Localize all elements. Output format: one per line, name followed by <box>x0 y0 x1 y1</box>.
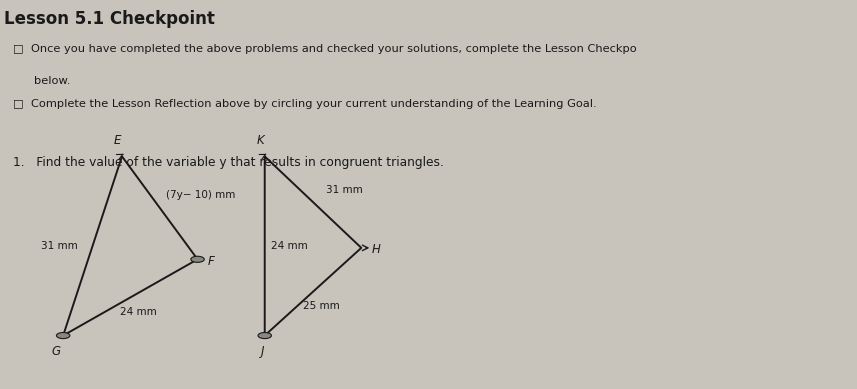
Text: 24 mm: 24 mm <box>120 307 157 317</box>
Text: 24 mm: 24 mm <box>271 241 308 251</box>
Text: □  Complete the Lesson Reflection above by circling your current understanding o: □ Complete the Lesson Reflection above b… <box>13 99 596 109</box>
Text: 31 mm: 31 mm <box>326 185 363 195</box>
Text: J: J <box>261 345 265 358</box>
Text: F: F <box>207 255 214 268</box>
Text: K: K <box>256 134 265 147</box>
Text: (7y− 10) mm: (7y− 10) mm <box>166 190 236 200</box>
Text: Lesson 5.1 Checkpoint: Lesson 5.1 Checkpoint <box>4 10 215 28</box>
Text: below.: below. <box>33 76 70 86</box>
Text: 1.   Find the value of the variable y that results in congruent triangles.: 1. Find the value of the variable y that… <box>13 156 444 169</box>
Text: □  Once you have completed the above problems and checked your solutions, comple: □ Once you have completed the above prob… <box>13 44 637 54</box>
Text: H: H <box>371 243 381 256</box>
Text: E: E <box>114 134 122 147</box>
Text: G: G <box>52 345 61 358</box>
Circle shape <box>57 333 70 338</box>
Text: 31 mm: 31 mm <box>40 241 77 251</box>
Circle shape <box>258 333 272 338</box>
Circle shape <box>191 256 204 262</box>
Text: 25 mm: 25 mm <box>303 301 339 311</box>
